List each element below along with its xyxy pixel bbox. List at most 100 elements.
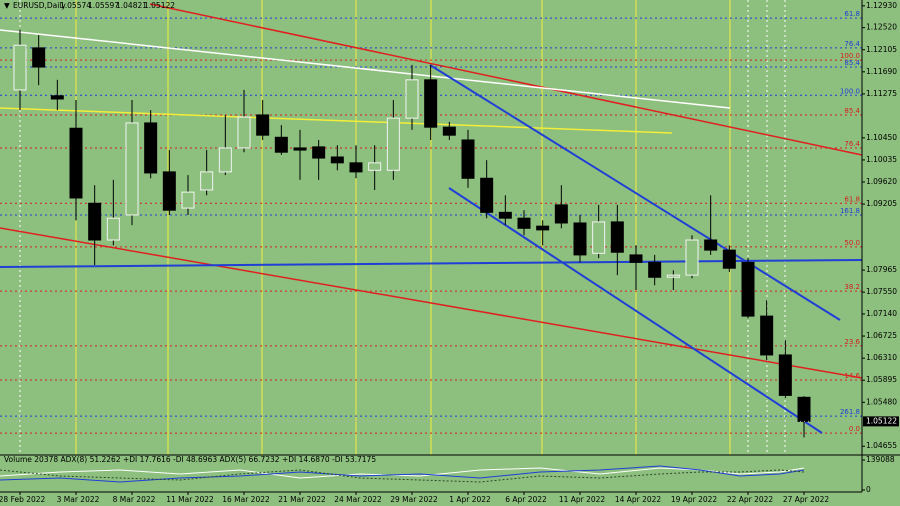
last-high: 1.05597 (88, 1, 119, 10)
x-tick-label: 19 Apr 2022 (671, 495, 718, 504)
candle-body (106, 217, 120, 241)
y-tick-label: 1.04655 (866, 441, 897, 450)
y-tick-label: 1.07965 (866, 265, 897, 274)
candle-body (32, 47, 46, 68)
candle-body (405, 79, 419, 119)
y-tick-label: 1.05895 (866, 375, 897, 384)
header-marker: ▼ (4, 1, 10, 10)
fib-label: 85.4 (844, 59, 860, 67)
x-tick-label: 22 Apr 2022 (727, 495, 774, 504)
fib-label: 61.8 (844, 10, 860, 18)
candle-body (741, 261, 755, 317)
candle-body (480, 177, 494, 213)
candle-body (629, 254, 643, 263)
fib-label: 76.4 (844, 140, 860, 148)
candle-body (125, 122, 139, 216)
fib-label: 50.0 (844, 239, 860, 247)
x-tick-label: 11 Apr 2022 (559, 495, 606, 504)
candle-body (517, 217, 531, 229)
y-tick-label: 1.12930 (866, 1, 897, 10)
indicator-lines (0, 465, 805, 483)
y-tick-label: 1.11690 (866, 67, 897, 76)
fib-label: 38.2 (844, 283, 860, 291)
y-tick-label: 1.09205 (866, 199, 897, 208)
x-tick-label: 8 Mar 2022 (113, 495, 156, 504)
candle-body (181, 191, 195, 209)
candle-body (797, 396, 811, 422)
fib-label: 100.0 (840, 87, 860, 95)
y-tick-label: 1.10450 (866, 133, 897, 142)
x-tick-label: 27 Apr 2022 (783, 495, 830, 504)
last-low: 1.04821 (116, 1, 147, 10)
x-tick-label: 21 Mar 2022 (278, 495, 326, 504)
candle-body (573, 222, 587, 256)
candle-body (88, 202, 102, 241)
last-price-box (863, 416, 899, 427)
y-tick-label: 1.12520 (866, 23, 897, 32)
last-close: 1.05122 (144, 1, 175, 10)
candle-body (162, 171, 176, 211)
candle-body (330, 156, 344, 164)
candle-body (461, 139, 475, 179)
x-tick-label: 3 Mar 2022 (57, 495, 100, 504)
fib-label: 85.4 (844, 107, 860, 115)
candle-body (778, 354, 792, 396)
candle-body (424, 79, 438, 128)
fib-label: 23.6 (844, 338, 860, 346)
candle-body (274, 136, 288, 153)
x-tick-label: 11 Mar 2022 (166, 495, 214, 504)
indicator-tick-label: 0 (866, 485, 871, 494)
y-tick-label: 1.05480 (866, 397, 897, 406)
indicator-label: Volume 20378 ADX(8) 51.2262 +DI 17.7616 … (4, 455, 376, 464)
y-tick-label: 1.07140 (866, 309, 897, 318)
y-tick-label: 1.09620 (866, 177, 897, 186)
fib-label: 161.8 (840, 207, 860, 215)
candle-body (498, 211, 512, 219)
fib-label: 100.0 (840, 52, 860, 60)
trend-lines (0, 3, 863, 434)
last-open: 1.05574 (60, 1, 91, 10)
candle-body (256, 114, 270, 136)
candle-body (293, 147, 307, 151)
candle-body (200, 171, 214, 191)
candle-body (144, 122, 158, 174)
candle-body (685, 239, 699, 276)
y-tick-label: 1.12105 (866, 45, 897, 54)
candle-body (237, 116, 251, 149)
candle-body (704, 239, 718, 251)
indicator-tick-label: 139088 (866, 455, 895, 464)
x-tick-label: 14 Apr 2022 (615, 495, 662, 504)
fib-label: 261.8 (840, 408, 860, 416)
last-price-label: 1.05122 (866, 416, 897, 425)
candle-body (69, 127, 83, 199)
candle-body (13, 44, 27, 91)
y-tick-label: 1.07550 (866, 287, 897, 296)
candle-body (760, 315, 774, 356)
candle-body (386, 117, 400, 171)
candle-body (349, 162, 363, 173)
fib-label: 0.0 (849, 425, 860, 433)
x-tick-label: 24 Mar 2022 (334, 495, 382, 504)
symbol: EURUSD,Daily (13, 1, 66, 10)
candle-body (218, 147, 232, 173)
x-tick-label: 29 Mar 2022 (390, 495, 438, 504)
candle-body (592, 221, 606, 254)
candle-body (368, 162, 382, 171)
y-tick-label: 1.06725 (866, 331, 897, 340)
y-tick-label: 1.06310 (866, 353, 897, 362)
fib-label: 76.4 (844, 40, 860, 48)
x-tick-label: 6 Apr 2022 (505, 495, 547, 504)
x-tick-label: 16 Mar 2022 (222, 495, 270, 504)
x-tick-label: 1 Apr 2022 (449, 495, 491, 504)
y-tick-label: 1.10035 (866, 155, 897, 164)
candle-body (610, 221, 624, 253)
candle-body (666, 274, 680, 278)
candle-body (536, 225, 550, 231)
candle-body (648, 261, 662, 278)
fib-label: 61.8 (844, 195, 860, 203)
candle-body (442, 126, 456, 136)
x-tick-label: 28 Feb 2022 (0, 495, 46, 504)
y-tick-label: 1.11275 (866, 89, 897, 98)
